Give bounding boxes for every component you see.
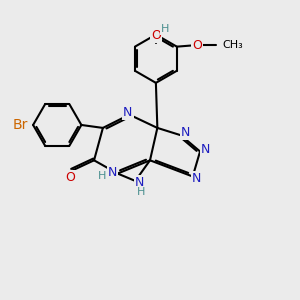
Text: N: N — [135, 176, 144, 189]
Text: Br: Br — [13, 118, 28, 132]
Text: N: N — [123, 106, 133, 119]
Text: O: O — [151, 29, 161, 42]
Text: N: N — [108, 166, 117, 178]
Text: N: N — [201, 143, 210, 157]
Text: O: O — [192, 39, 202, 52]
Text: N: N — [181, 126, 190, 140]
Text: N: N — [191, 172, 201, 185]
Text: H: H — [161, 24, 170, 34]
Text: CH₃: CH₃ — [222, 40, 243, 50]
Text: H: H — [136, 187, 145, 197]
Text: H: H — [98, 171, 106, 181]
Text: O: O — [66, 172, 75, 184]
